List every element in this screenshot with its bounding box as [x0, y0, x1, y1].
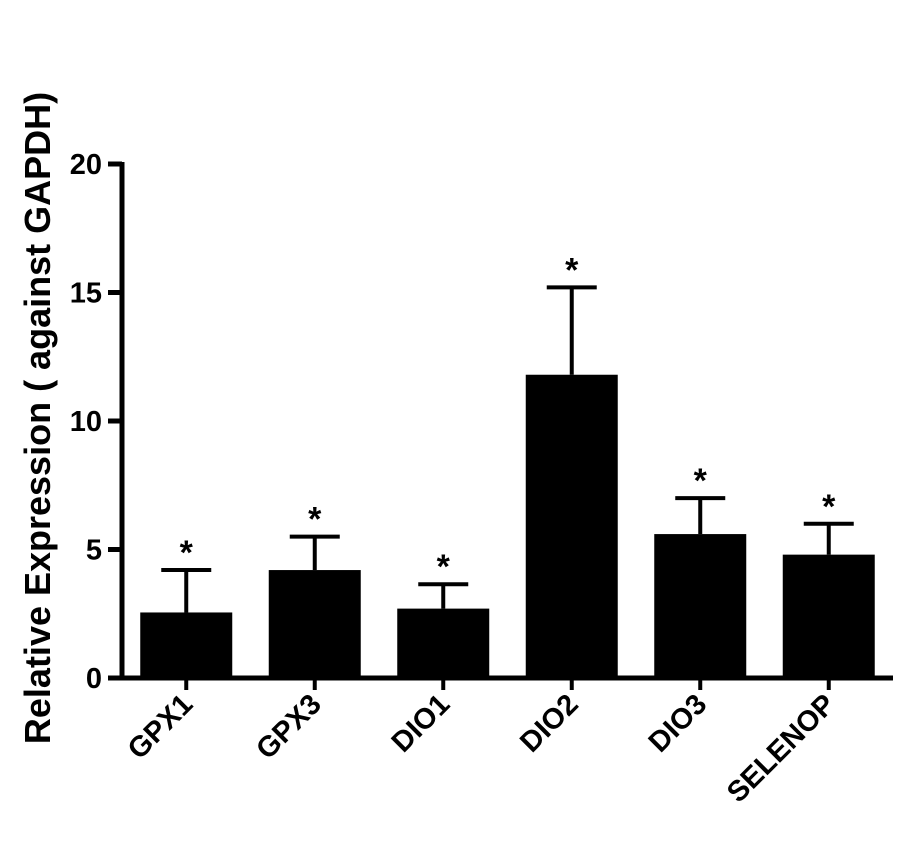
x-category-label: SELENOP [721, 688, 842, 809]
category-labels-group: GPX1 GPX3 DIO1 DIO2 DIO3 SELENOP [122, 688, 842, 809]
significance-star: * [437, 548, 451, 586]
y-tick-label: 0 [86, 663, 102, 695]
bar [397, 608, 490, 678]
bar [268, 570, 361, 678]
error-bars-group [161, 285, 854, 613]
bar [140, 612, 233, 678]
y-axis-label: Relative Expression ( against GAPDH) [17, 92, 58, 744]
significance-star: * [180, 534, 194, 572]
x-category-label: DIO1 [386, 688, 456, 758]
x-axis [120, 675, 893, 690]
bar [525, 374, 618, 678]
y-tick-label: 5 [86, 535, 102, 567]
significance-star: * [822, 488, 836, 526]
x-category-label: GPX3 [250, 688, 327, 765]
y-tick-label: 15 [70, 278, 102, 310]
significance-star: * [565, 251, 579, 289]
bar [782, 554, 875, 678]
x-category-label: DIO2 [514, 688, 584, 758]
x-category-label: DIO3 [643, 688, 713, 758]
bars-group [140, 374, 875, 678]
significance-star: * [308, 501, 322, 539]
bar [654, 534, 747, 678]
y-tick-label: 10 [70, 406, 102, 438]
significance-star: * [694, 462, 708, 500]
x-category-label: GPX1 [122, 688, 199, 765]
significance-markers-group: * * * * * * [180, 251, 837, 586]
y-axis: 0 5 10 15 20 [70, 149, 125, 695]
y-tick-label: 20 [70, 149, 102, 181]
